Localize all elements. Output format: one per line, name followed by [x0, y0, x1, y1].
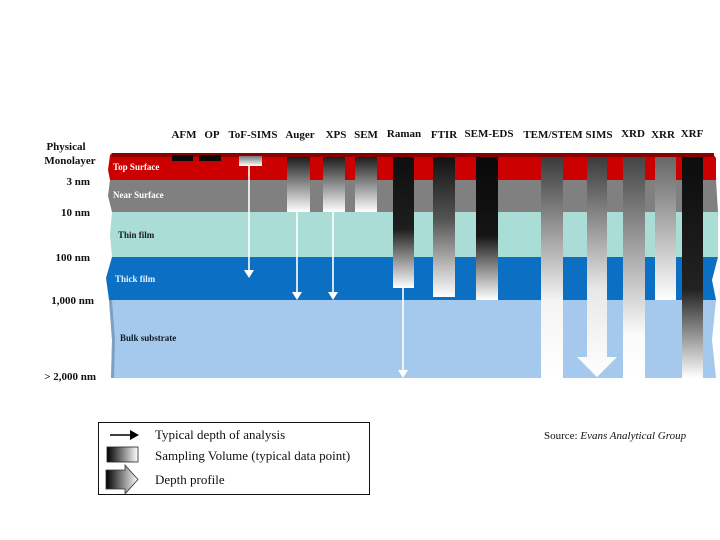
source-credit: Source: Evans Analytical Group	[544, 430, 687, 442]
header-raman: Raman	[387, 128, 421, 140]
header-xrd: XRD	[621, 128, 645, 140]
legend-label-sampling-volume: Sampling Volume (typical data point)	[155, 448, 350, 463]
depth-axis: Physical Monolayer 3 nm 10 nm 100 nm 1,0…	[44, 141, 96, 383]
legend-label-depth: Typical depth of analysis	[155, 427, 285, 442]
depth-label-2000nm: > 2,000 nm	[44, 371, 96, 383]
legend-box	[98, 422, 370, 495]
header-xps: XPS	[326, 129, 347, 141]
xps-sampling-volume	[323, 157, 345, 212]
op-surface-bar	[199, 155, 221, 161]
header-tof-sims: ToF-SIMS	[228, 129, 277, 141]
ftir-sampling-volume	[433, 157, 455, 297]
header-sem: SEM	[354, 129, 378, 141]
afm-surface-bar	[172, 155, 193, 161]
tof-sims-arrow-head-icon	[244, 270, 254, 278]
depth-label-3nm: 3 nm	[66, 176, 90, 188]
layer-top-edge	[112, 153, 714, 157]
layer-bulk-substrate	[109, 300, 716, 378]
axis-title-line2: Monolayer	[44, 155, 95, 167]
header-afm: AFM	[171, 129, 197, 141]
source-name: Evans Analytical Group	[579, 430, 686, 442]
depth-label-100nm: 100 nm	[55, 252, 90, 264]
header-xrf: XRF	[681, 128, 704, 140]
layer-label-near-surface: Near Surface	[113, 190, 164, 200]
xps-arrow-head-icon	[328, 292, 338, 300]
header-sims: SIMS	[586, 129, 613, 141]
auger-arrow-head-icon	[292, 292, 302, 300]
gradient-arrow-icon	[105, 463, 139, 496]
header-auger: Auger	[285, 129, 314, 141]
axis-title-line1: Physical	[46, 141, 85, 153]
technique-headers: AFM OP ToF-SIMS Auger XPS SEM Raman FTIR…	[171, 128, 703, 141]
tof-sims-sampling-volume	[239, 156, 262, 166]
raman-sampling-volume	[393, 157, 414, 288]
xrd-sampling-volume	[623, 157, 645, 378]
raman-arrow-head-icon	[398, 370, 408, 378]
technique-markers	[172, 155, 703, 378]
sims-depth-profile-arrow	[577, 157, 617, 377]
depth-label-1000nm: 1,000 nm	[51, 295, 94, 307]
layer-label-top-surface: Top Surface	[113, 162, 159, 172]
legend: Typical depth of analysis Sampling Volum…	[98, 422, 370, 496]
header-op: OP	[204, 129, 220, 141]
header-xrr: XRR	[651, 129, 676, 141]
tem-stem-sampling-volume	[541, 157, 563, 378]
layer-label-thick-film: Thick film	[115, 274, 156, 284]
header-tem-stem: TEM/STEM	[523, 129, 583, 141]
auger-sampling-volume	[287, 157, 310, 212]
source-prefix: Source:	[544, 430, 580, 442]
layer-label-thin-film: Thin film	[118, 230, 155, 240]
header-sem-eds: SEM-EDS	[465, 128, 514, 140]
header-ftir: FTIR	[431, 129, 458, 141]
legend-label-depth-profile: Depth profile	[155, 472, 225, 487]
depth-label-10nm: 10 nm	[61, 207, 90, 219]
layer-label-bulk-substrate: Bulk substrate	[120, 333, 176, 343]
sem-eds-sampling-volume	[476, 157, 498, 300]
xrf-sampling-volume	[682, 157, 703, 378]
gradient-box-icon	[106, 446, 139, 463]
xrr-sampling-volume	[655, 157, 676, 300]
sem-sampling-volume	[355, 157, 377, 212]
arrow-icon	[110, 430, 139, 440]
